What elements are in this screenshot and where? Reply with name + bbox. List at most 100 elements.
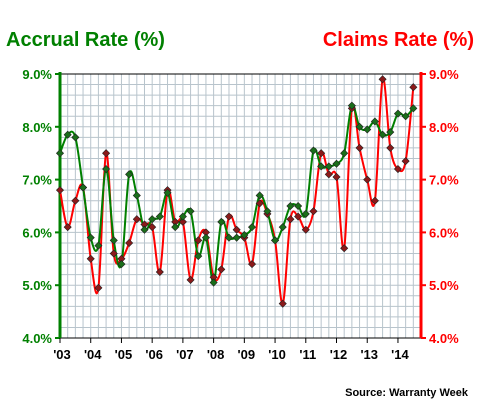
accrual-data-point <box>378 130 387 139</box>
claims-data-point <box>194 236 203 245</box>
x-axis-tick-label: '05 <box>115 347 133 362</box>
right-axis-tick-label: 9.0% <box>429 67 459 82</box>
grid-lines <box>59 73 422 339</box>
x-axis-tick-label: '04 <box>84 347 102 362</box>
claims-data-point <box>294 212 303 221</box>
x-axis-tick-label: '09 <box>238 347 256 362</box>
claims-data-point <box>102 149 111 158</box>
claims-data-point <box>224 212 234 221</box>
accrual-data-point <box>263 207 272 216</box>
claims-data-point <box>55 186 65 195</box>
right-axis-tick-label: 7.0% <box>429 173 459 188</box>
accrual-data-point <box>401 112 410 121</box>
accrual-data-point <box>309 146 318 155</box>
accrual-data-point <box>363 125 372 134</box>
claims-data-point <box>324 170 333 179</box>
claims-data-point <box>378 75 387 84</box>
accrual-data-point <box>55 149 65 158</box>
claims-data-point <box>332 172 341 181</box>
tick-labels: 4.0% 4.0% 5.0% 5.0% 6.0% 6.0% 7.0% 7.0% 8.0% 8.0%… <box>22 67 459 362</box>
accrual-data-point <box>232 233 241 242</box>
accrual-data-point <box>178 212 187 221</box>
accrual-data-point <box>171 223 180 232</box>
accrual-data-point <box>301 209 310 218</box>
x-axis-tick-label: '14 <box>391 347 409 362</box>
claims-data-point <box>86 254 95 263</box>
x-axis-tick-label: '13 <box>360 347 378 362</box>
accrual-data-point <box>140 225 149 234</box>
right-axis-tick-label: 4.0% <box>429 331 459 346</box>
right-axis-tick-label: 5.0% <box>429 278 459 293</box>
source-note: Source: Warranty Week <box>345 387 469 399</box>
accrual-data-point <box>125 170 134 179</box>
x-axis-tick-label: '08 <box>207 347 225 362</box>
accrual-data-point <box>109 236 118 245</box>
claims-data-point <box>71 196 80 205</box>
accrual-data-point <box>224 233 234 242</box>
right-axis-tick-label: 8.0% <box>429 120 459 135</box>
accrual-data-point <box>209 278 218 287</box>
accrual-data-point <box>347 101 356 110</box>
accrual-data-point <box>86 233 95 242</box>
left-axis-tick-label: 6.0% <box>22 225 52 240</box>
accrual-data-point <box>370 117 379 126</box>
left-axis-tick-label: 4.0% <box>22 331 52 346</box>
accrual-data-point <box>217 217 226 226</box>
accrual-data-point <box>240 231 249 240</box>
left-axis-tick-label: 7.0% <box>22 173 52 188</box>
claims-data-point <box>232 225 241 234</box>
accrual-data-point <box>294 201 303 211</box>
accrual-data-point <box>148 215 157 224</box>
claims-data-point <box>286 215 295 224</box>
accrual-data-point <box>102 165 111 174</box>
claims-data-point <box>386 143 395 152</box>
claims-data-point <box>155 267 164 277</box>
claims-data-point <box>309 207 318 216</box>
claims-data-point <box>409 83 418 92</box>
claims-data-point <box>401 157 410 166</box>
accrual-data-point <box>63 130 72 139</box>
left-axis-tick-label: 9.0% <box>22 67 52 82</box>
accrual-data-point <box>255 191 264 200</box>
accrual-data-point <box>286 201 295 211</box>
accrual-data-point <box>201 233 210 242</box>
plot-area <box>60 74 421 338</box>
claims-data-point <box>255 199 264 208</box>
accrual-data-point <box>324 162 333 171</box>
claims-data-point <box>393 165 402 174</box>
accrual-data-point <box>317 162 326 171</box>
claims-data-point <box>186 275 195 284</box>
x-axis-tick-label: '12 <box>330 347 348 362</box>
accrual-data-point <box>355 122 364 131</box>
accrual-data-point <box>163 188 172 197</box>
series-markers <box>55 75 418 308</box>
x-axis-tick-label: '06 <box>145 347 163 362</box>
claims-data-point <box>125 238 134 247</box>
accrual-data-point <box>155 212 164 221</box>
accrual-data-point <box>79 183 88 192</box>
accrual-data-point <box>186 207 195 216</box>
accrual-data-point <box>278 223 287 232</box>
claims-data-point <box>247 260 257 269</box>
left-axis-tick-label: 5.0% <box>22 278 52 293</box>
accrual-data-point <box>132 191 141 200</box>
x-axis-tick-label: '10 <box>268 347 286 362</box>
accrual-data-point <box>94 241 103 250</box>
accrual-data-point <box>386 128 395 137</box>
claims-data-point <box>340 244 349 253</box>
x-axis-tick-label: '07 <box>176 347 194 362</box>
claims-data-point <box>278 299 287 308</box>
accrual-data-point <box>117 260 126 269</box>
left-axis-title: Accrual Rate (%) <box>6 29 165 51</box>
accrual-data-point <box>271 236 280 245</box>
accrual-data-point <box>194 252 203 261</box>
claims-data-point <box>217 265 226 274</box>
claims-data-point <box>63 223 72 232</box>
accrual-data-point <box>71 133 80 142</box>
axes <box>55 72 426 343</box>
right-axis-title: Claims Rate (%) <box>323 29 474 51</box>
right-axis-tick-label: 6.0% <box>429 225 459 240</box>
x-axis-tick-label: '03 <box>53 347 71 362</box>
